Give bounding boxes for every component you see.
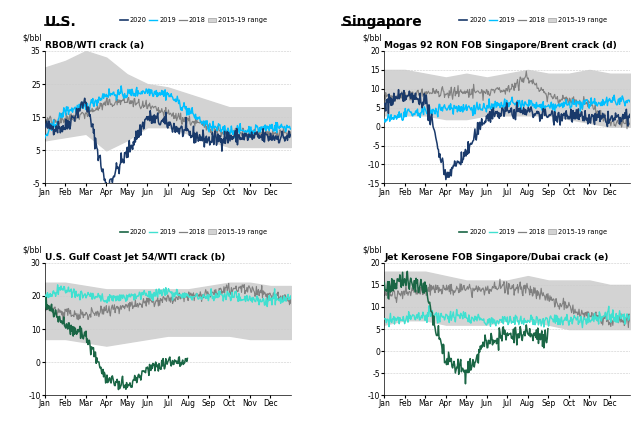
Legend: 2020, 2019, 2018, 2015-19 range: 2020, 2019, 2018, 2015-19 range: [456, 14, 610, 26]
Legend: 2020, 2019, 2018, 2015-19 range: 2020, 2019, 2018, 2015-19 range: [117, 227, 270, 238]
Text: Mogas 92 RON FOB Singapore/Brent crack (d): Mogas 92 RON FOB Singapore/Brent crack (…: [385, 41, 617, 50]
Legend: 2020, 2019, 2018, 2015-19 range: 2020, 2019, 2018, 2015-19 range: [456, 227, 610, 238]
Text: RBOB/WTI crack (a): RBOB/WTI crack (a): [45, 41, 144, 50]
Legend: 2020, 2019, 2018, 2015-19 range: 2020, 2019, 2018, 2015-19 range: [117, 14, 270, 26]
Text: $/bbl: $/bbl: [362, 246, 381, 255]
Text: U.S.: U.S.: [45, 15, 77, 29]
Text: U.S. Gulf Coast Jet 54/WTI crack (b): U.S. Gulf Coast Jet 54/WTI crack (b): [45, 253, 225, 262]
Text: $/bbl: $/bbl: [22, 246, 42, 255]
Text: Singapore: Singapore: [342, 15, 422, 29]
Text: $/bbl: $/bbl: [362, 34, 381, 43]
Text: Jet Kerosene FOB Singapore/Dubai crack (e): Jet Kerosene FOB Singapore/Dubai crack (…: [385, 253, 609, 262]
Text: $/bbl: $/bbl: [22, 34, 42, 43]
